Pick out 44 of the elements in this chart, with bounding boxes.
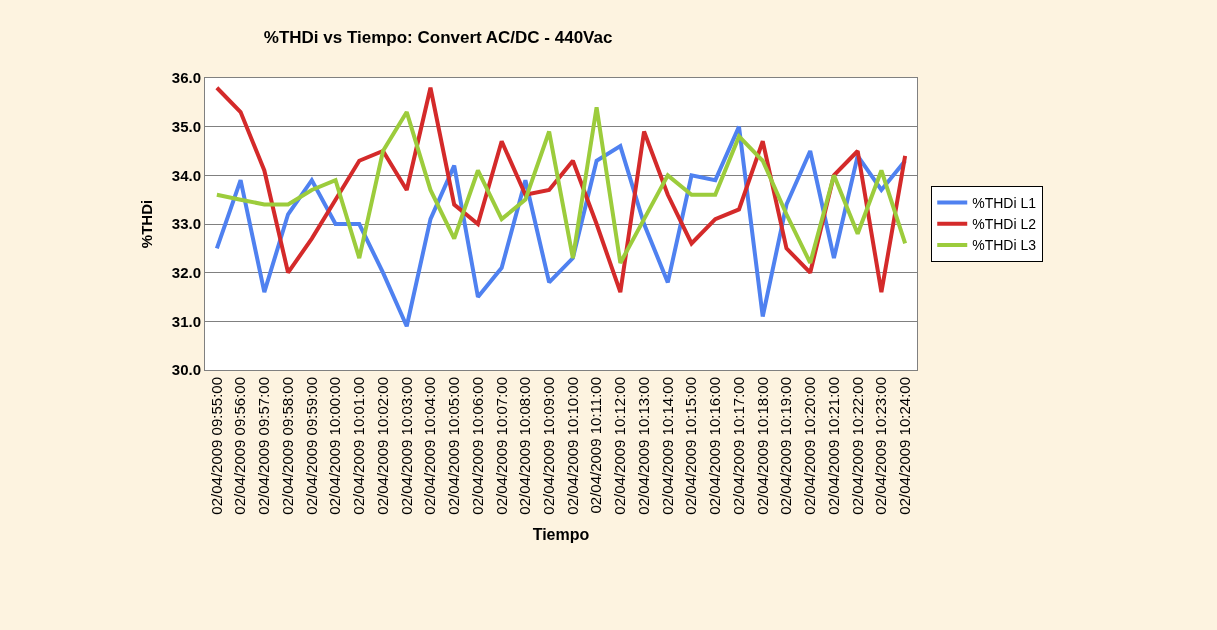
line-series (214, 105, 908, 265)
x-tick-label: 02/04/2009 09:55:00 (207, 377, 225, 515)
x-tick-label: 02/04/2009 10:13:00 (634, 377, 652, 515)
x-tick-label: 02/04/2009 10:10:00 (563, 377, 581, 515)
x-tick-label: 02/04/2009 10:23:00 (872, 377, 890, 515)
y-tick-label: 31.0 (171, 312, 201, 330)
x-tick-label: 02/04/2009 10:01:00 (350, 377, 368, 515)
x-tick-label: 02/04/2009 09:59:00 (302, 377, 320, 515)
y-tick-label: 32.0 (171, 263, 201, 281)
x-tick-label: 02/04/2009 10:24:00 (896, 377, 914, 515)
x-tick-label: 02/04/2009 10:05:00 (445, 377, 463, 515)
x-tick-label: 02/04/2009 10:19:00 (777, 377, 795, 515)
legend-label: %THDi L2 (972, 216, 1037, 233)
y-tick-label: 30.0 (171, 361, 201, 379)
x-tick-label: 02/04/2009 10:20:00 (801, 377, 819, 515)
legend-label: %THDi L3 (972, 237, 1037, 254)
x-tick-label: 02/04/2009 10:09:00 (540, 377, 558, 515)
x-tick-label: 02/04/2009 10:16:00 (706, 377, 724, 515)
x-tick-label: 02/04/2009 10:02:00 (373, 377, 391, 515)
y-tick-label: 34.0 (171, 166, 201, 184)
y-axis-title: %THDi (138, 199, 156, 249)
x-tick-label: 02/04/2009 10:06:00 (468, 377, 486, 515)
x-tick-label: 02/04/2009 09:57:00 (255, 377, 273, 515)
x-tick-label: 02/04/2009 10:11:00 (587, 377, 605, 514)
x-tick-label: 02/04/2009 10:03:00 (397, 377, 415, 515)
x-tick-label: 02/04/2009 09:56:00 (231, 377, 249, 515)
x-tick-label: 02/04/2009 10:12:00 (611, 377, 629, 515)
x-axis-title: Tiempo (532, 526, 590, 544)
x-tick-label: 02/04/2009 10:21:00 (824, 377, 842, 515)
x-tick-label: 02/04/2009 10:08:00 (516, 377, 534, 515)
y-tick-label: 36.0 (171, 69, 201, 87)
y-tick-label: 33.0 (171, 215, 201, 233)
x-tick-label: 02/04/2009 10:14:00 (658, 377, 676, 515)
x-tick-label: 02/04/2009 10:15:00 (682, 377, 700, 515)
x-tick-label: 02/04/2009 10:17:00 (729, 377, 747, 515)
x-tick-label: 02/04/2009 10:18:00 (753, 377, 771, 515)
x-tick-label: 02/04/2009 10:22:00 (848, 377, 866, 515)
x-tick-label: 02/04/2009 09:58:00 (278, 377, 296, 515)
legend-label: %THDi L1 (972, 195, 1037, 212)
x-tick-label: 02/04/2009 10:04:00 (421, 377, 439, 515)
chart-title: %THDi vs Tiempo: Convert AC/DC - 440Vac (263, 28, 613, 48)
y-tick-label: 35.0 (171, 117, 201, 135)
x-tick-label: 02/04/2009 10:00:00 (326, 377, 344, 515)
x-tick-label: 02/04/2009 10:07:00 (492, 377, 510, 515)
